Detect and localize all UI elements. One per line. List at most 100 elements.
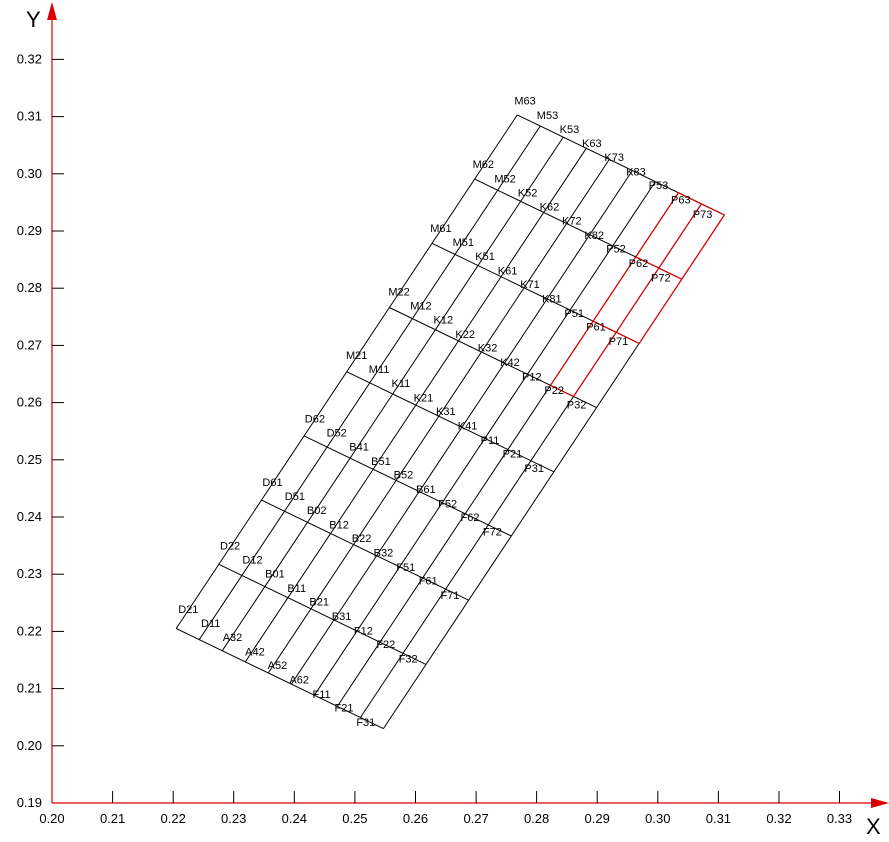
- cell-label: P53: [649, 180, 669, 192]
- y-tick-label: 0.25: [17, 452, 42, 467]
- y-tick-label: 0.32: [17, 51, 42, 66]
- cell-label: D52: [327, 427, 347, 439]
- x-tick-label: 0.24: [282, 811, 307, 826]
- cell-label: F12: [354, 625, 373, 637]
- cell-label: B12: [329, 519, 349, 531]
- y-tick-label: 0.27: [17, 337, 42, 352]
- mesh-grid: [175, 114, 725, 730]
- cell-label: M52: [494, 173, 515, 185]
- x-tick-label: 0.33: [827, 811, 852, 826]
- highlight-edge: [573, 331, 617, 397]
- cell-label: F52: [438, 498, 457, 510]
- x-axis-title: X: [866, 814, 881, 837]
- highlighted-cells: [550, 192, 725, 398]
- x-axis-arrow: [871, 798, 889, 808]
- y-axis-title: Y: [26, 7, 41, 32]
- y-tick-label: 0.20: [17, 738, 42, 753]
- cell-label: K41: [458, 421, 478, 433]
- highlight-edge: [615, 267, 660, 333]
- cell-label: B22: [352, 533, 372, 545]
- axes: X Y: [26, 2, 889, 839]
- x-tick-label: 0.25: [342, 811, 367, 826]
- cell-label: P52: [606, 244, 626, 256]
- cell-label: K22: [455, 329, 475, 341]
- tick-marks: 0.20 0.21 0.22 0.23 0.24 0.25 0.26 0.27 0.28 0.29…: [17, 51, 852, 826]
- mesh-line: [313, 181, 656, 696]
- x-tick-label: 0.28: [524, 811, 549, 826]
- cell-label: K42: [500, 357, 520, 369]
- y-tick-label: 0.24: [17, 509, 42, 524]
- cell-label: K12: [434, 315, 454, 327]
- mesh-line: [267, 159, 610, 674]
- cell-label: B51: [371, 456, 391, 468]
- cell-label: K53: [560, 124, 580, 136]
- cell-label: B31: [332, 611, 352, 623]
- cell-label: P22: [544, 385, 564, 397]
- cell-label: A32: [223, 632, 243, 644]
- cell-label: P72: [651, 272, 671, 284]
- cell-label: K21: [414, 393, 434, 405]
- cell-label: D12: [242, 554, 262, 566]
- mesh-line: [175, 628, 384, 730]
- cell-label: P61: [586, 322, 606, 334]
- cell-label: B32: [374, 548, 394, 560]
- cell-labels: D21D11A32A42A52A62F11F21F31D22D12B01B11B…: [178, 96, 712, 729]
- cell-label: P51: [564, 308, 584, 320]
- mesh-line: [346, 371, 555, 473]
- cell-label: M53: [537, 110, 558, 122]
- y-tick-label: 0.23: [17, 566, 42, 581]
- cell-label: B01: [265, 569, 285, 581]
- cell-label: K82: [584, 230, 604, 242]
- highlight-edge: [678, 192, 702, 205]
- cell-label: F71: [441, 590, 460, 602]
- highlight-edge: [658, 267, 683, 280]
- y-tick-label: 0.28: [17, 280, 42, 295]
- cell-label: K63: [582, 138, 602, 150]
- cell-label: K31: [436, 406, 456, 418]
- mesh-line: [221, 136, 564, 652]
- cell-label: D51: [285, 491, 305, 503]
- cell-label: F31: [356, 717, 375, 729]
- x-tick-label: 0.22: [161, 811, 186, 826]
- cell-label: K52: [518, 188, 538, 200]
- cell-label: P62: [629, 258, 649, 270]
- x-tick-label: 0.27: [463, 811, 488, 826]
- cell-label: D21: [178, 604, 198, 616]
- y-tick-label: 0.21: [17, 681, 42, 696]
- y-tick-label: 0.30: [17, 166, 42, 181]
- cell-label: K72: [562, 216, 582, 228]
- y-tick-label: 0.31: [17, 109, 42, 124]
- cell-label: K62: [540, 201, 560, 213]
- cell-label: A62: [289, 675, 309, 687]
- cell-label: D11: [201, 618, 220, 630]
- highlight-edge: [681, 214, 725, 280]
- cell-label: M21: [346, 350, 367, 362]
- cell-label: D22: [220, 541, 240, 553]
- x-tick-label: 0.26: [403, 811, 428, 826]
- highlight-edge: [550, 320, 594, 386]
- cell-label: M61: [430, 223, 451, 235]
- cell-label: M22: [388, 287, 409, 299]
- cell-label: F61: [419, 576, 438, 588]
- highlight-edge: [592, 320, 617, 333]
- cell-label: P73: [693, 209, 713, 221]
- cell-label: M11: [369, 364, 390, 376]
- y-tick-label: 0.22: [17, 623, 42, 638]
- cell-label: P71: [609, 336, 629, 348]
- cell-label: A42: [245, 646, 265, 658]
- cell-label: P12: [522, 371, 542, 383]
- cell-label: K51: [475, 251, 495, 263]
- cell-label: F51: [396, 562, 415, 574]
- mesh-line: [261, 499, 469, 601]
- y-tick-label: 0.29: [17, 223, 42, 238]
- cell-label: K32: [478, 343, 498, 355]
- x-tick-label: 0.29: [585, 811, 610, 826]
- cell-label: F22: [376, 639, 395, 651]
- cell-label: P32: [567, 399, 587, 411]
- cell-label: M62: [473, 159, 494, 171]
- highlight-edge: [550, 384, 574, 398]
- highlight-edge: [701, 203, 725, 216]
- cell-label: D61: [262, 477, 282, 489]
